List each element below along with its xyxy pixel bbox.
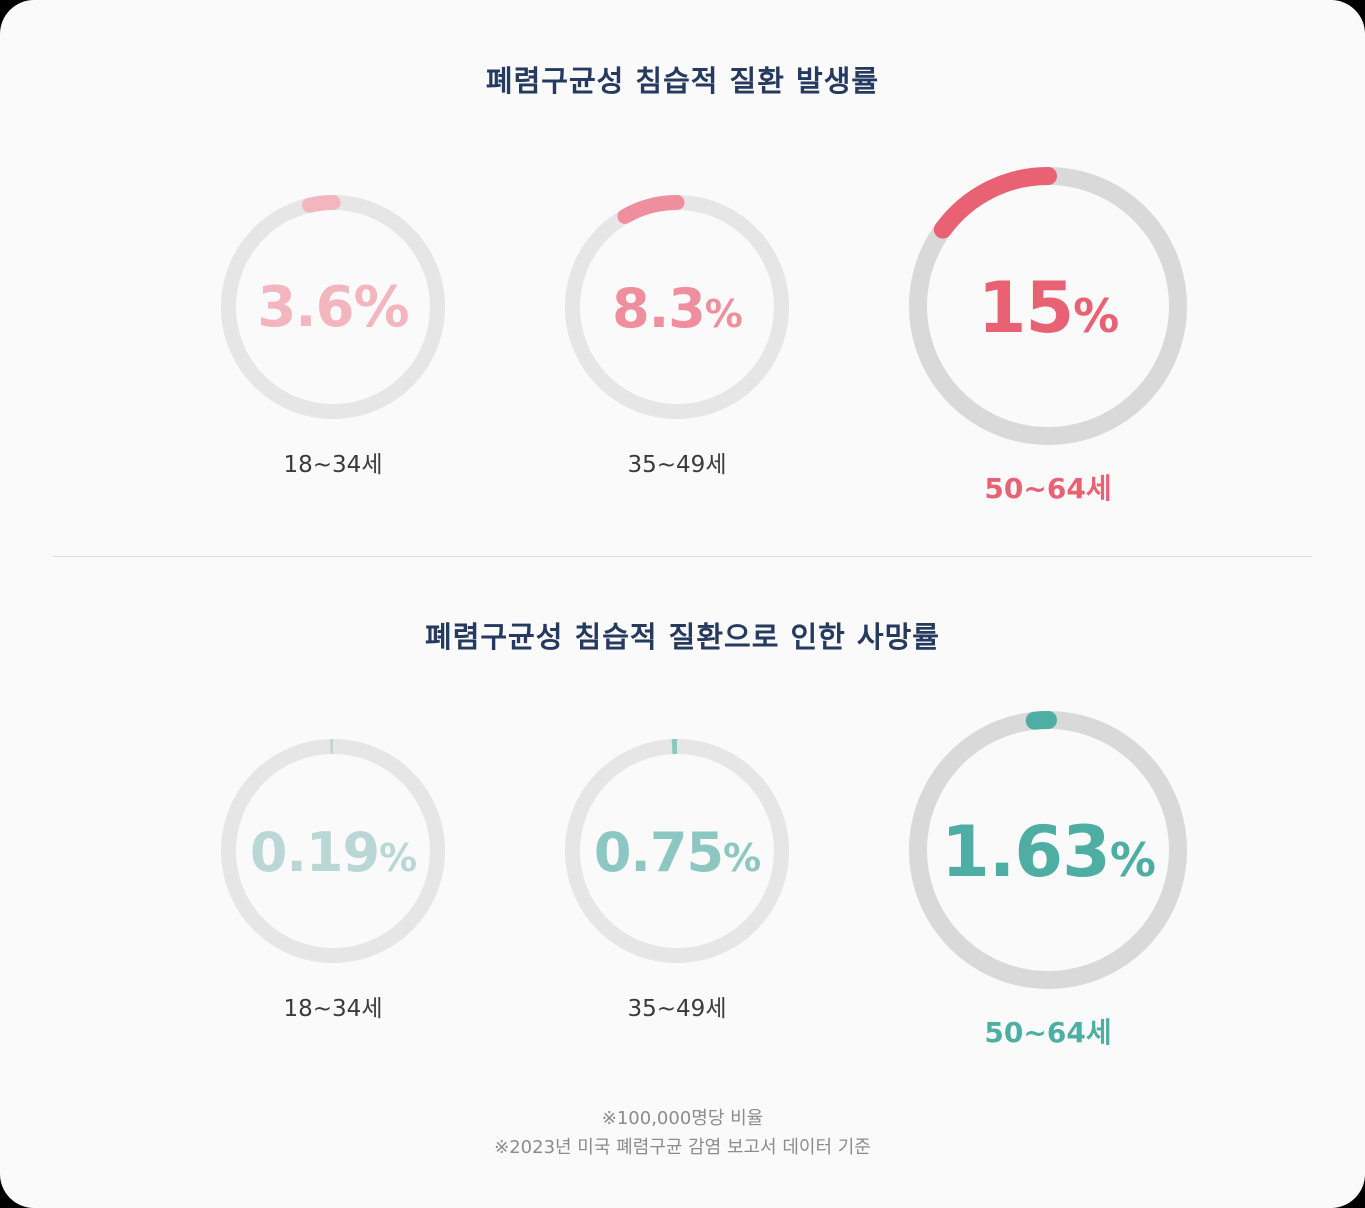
footnote-source: ※2023년 미국 폐렴구균 감염 보고서 데이터 기준 — [494, 1137, 871, 1158]
ring-chart-icon — [565, 739, 789, 963]
ring-incidence-35-49: 8.3% — [565, 195, 789, 419]
ring-chart-icon — [909, 167, 1187, 445]
age-label-35-49: 35~49세 — [627, 996, 727, 1022]
ring-chart-icon — [909, 711, 1187, 989]
ring-chart-icon — [221, 195, 445, 419]
footnote-per-100k: ※100,000명당 비율 — [601, 1108, 764, 1129]
value-text: 3.6% — [257, 275, 409, 340]
age-label-18-34: 18~34세 — [283, 996, 383, 1022]
age-label-50-64: 50~64세 — [984, 1016, 1112, 1049]
value-text: 0.19% — [249, 821, 417, 884]
ring-mortality-18-34: 0.19% — [221, 739, 445, 963]
mortality-title: 폐렴구균성 침습적 질환으로 인한 사망률 — [425, 620, 940, 654]
age-label-35-49: 35~49세 — [627, 452, 727, 478]
ring-mortality-35-49: 0.75% — [565, 739, 789, 963]
value-text: 0.75% — [593, 821, 761, 884]
ring-chart-icon — [565, 195, 789, 419]
value-text: 15% — [977, 267, 1120, 349]
ring-incidence-18-34: 3.6% — [221, 195, 445, 419]
age-label-50-64: 50~64세 — [984, 472, 1112, 505]
age-label-18-34: 18~34세 — [283, 452, 383, 478]
ring-chart-icon — [221, 739, 445, 963]
value-text: 1.63% — [941, 811, 1156, 893]
ring-incidence-50-64: 15% — [909, 167, 1187, 445]
incidence-title: 폐렴구균성 침습적 질환 발생률 — [485, 64, 880, 98]
value-text: 8.3% — [612, 277, 743, 340]
ring-mortality-50-64: 1.63% — [909, 711, 1187, 989]
section-divider — [53, 556, 1312, 557]
